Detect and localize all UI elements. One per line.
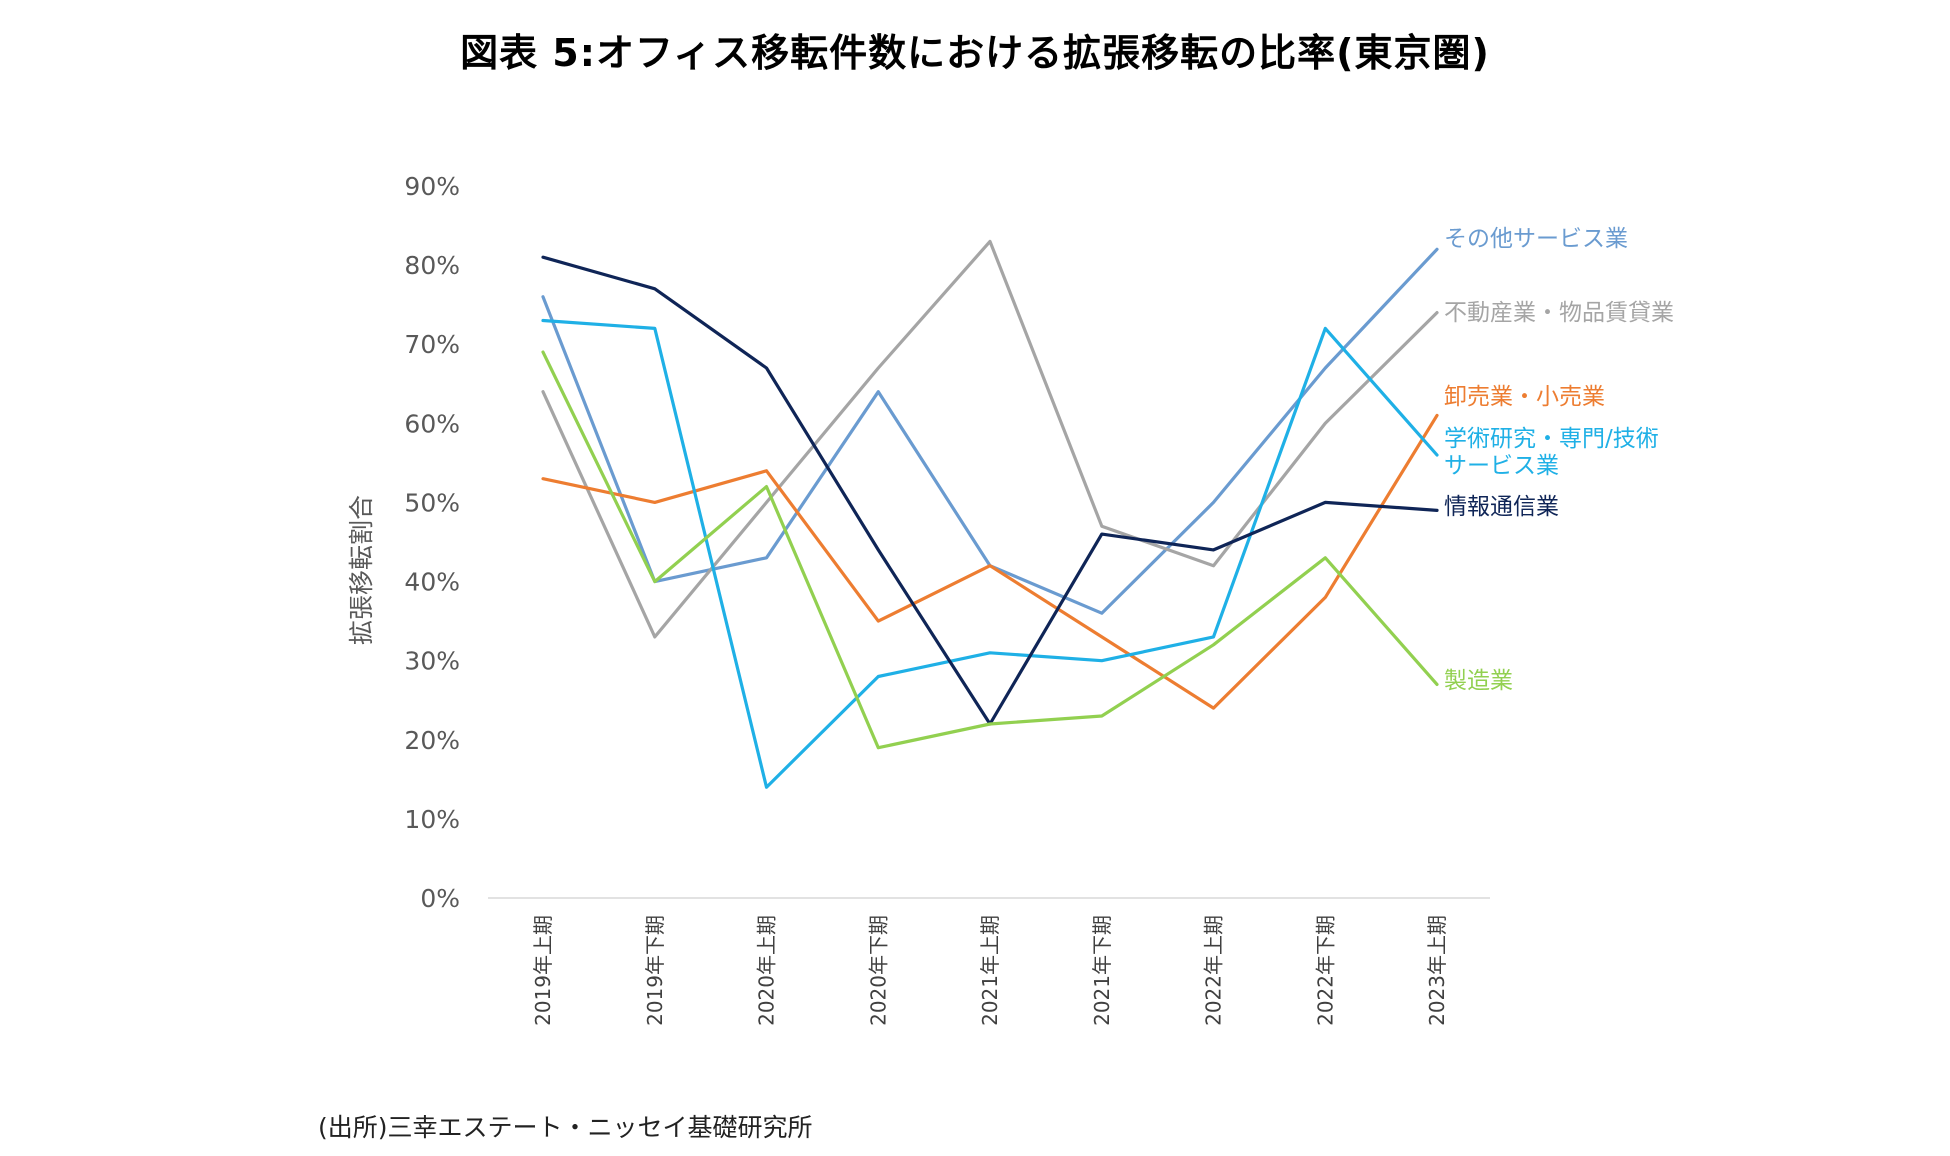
series-line xyxy=(541,350,1439,750)
y-tick-label: 60% xyxy=(404,409,460,438)
x-tick-label: 2019年下期 xyxy=(643,915,667,1026)
x-axis-ticks: 2019年上期 2019年下期 2020年上期 2020年下期 2021年上期 2021年… xyxy=(531,915,1449,1026)
y-tick-label: 70% xyxy=(404,330,460,359)
x-tick-label: 2021年下期 xyxy=(1090,915,1114,1026)
y-tick-label: 90% xyxy=(404,172,460,201)
source-note: (出所)三幸エステート・ニッセイ基礎研究所 xyxy=(318,1113,813,1142)
x-tick-label: 2021年上期 xyxy=(978,915,1002,1026)
y-tick-label: 40% xyxy=(404,568,460,597)
y-tick-label: 80% xyxy=(404,251,460,280)
series-line xyxy=(541,413,1439,710)
y-tick-label: 10% xyxy=(404,805,460,834)
series-label: 情報通信業 xyxy=(1444,494,1559,520)
x-tick-label: 2020年下期 xyxy=(866,915,890,1026)
x-tick-label: 2022年上期 xyxy=(1202,915,1226,1026)
y-tick-label: 30% xyxy=(404,647,460,676)
series-line xyxy=(541,239,1439,639)
series-line xyxy=(541,318,1439,789)
y-axis-ticks: 0% 10% 20% 30% 40% 50% 60% 70% 80% 90% xyxy=(404,172,460,913)
series-label: 不動産業・物品賃貸業 xyxy=(1444,300,1674,326)
y-tick-label: 20% xyxy=(404,726,460,755)
y-tick-label: 0% xyxy=(420,884,460,913)
x-tick-label: 2019年上期 xyxy=(531,915,555,1026)
series-label: その他サービス業 xyxy=(1444,226,1628,252)
y-axis-label: 拡張移転割合 xyxy=(347,495,376,645)
x-tick-label: 2023年上期 xyxy=(1425,915,1449,1026)
x-tick-label: 2022年下期 xyxy=(1313,915,1337,1026)
series-label: サービス業 xyxy=(1444,453,1559,479)
series-lines xyxy=(541,239,1439,789)
y-tick-label: 50% xyxy=(404,488,460,517)
x-tick-label: 2020年上期 xyxy=(755,915,779,1026)
series-labels: その他サービス業不動産業・物品賃貸業卸売業・小売業学術研究・専門/技術サービス業… xyxy=(1444,226,1674,694)
series-label: 卸売業・小売業 xyxy=(1444,384,1605,410)
series-label: 学術研究・専門/技術 xyxy=(1444,426,1659,452)
chart-title: 図表 5:オフィス移転件数における拡張移転の比率(東京圏) xyxy=(460,31,1490,75)
series-label: 製造業 xyxy=(1444,668,1513,694)
